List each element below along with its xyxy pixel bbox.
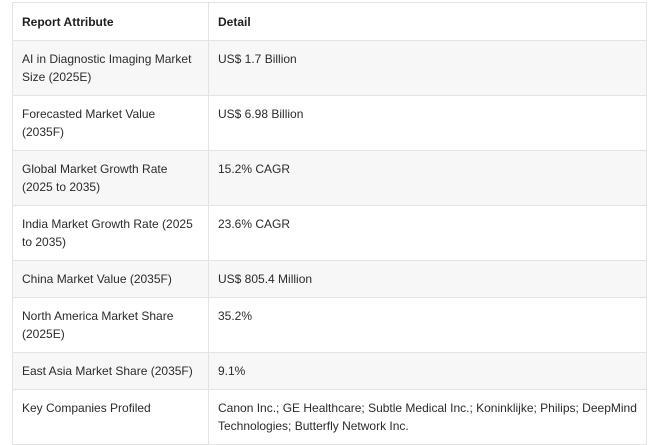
attribute-cell: North America Market Share (2025E)	[12, 297, 209, 353]
detail-cell: 9.1%	[208, 352, 647, 390]
report-attributes-table: Report Attribute Detail AI in Diagnostic…	[12, 2, 647, 445]
detail-cell: 35.2%	[208, 297, 647, 353]
attribute-cell: India Market Growth Rate (2025 to 2035)	[12, 205, 209, 261]
detail-cell: Canon Inc.; GE Healthcare; Subtle Medica…	[208, 389, 647, 445]
table-row: Global Market Growth Rate (2025 to 2035)…	[12, 150, 647, 206]
detail-cell: US$ 6.98 Billion	[208, 95, 647, 151]
table-header-row: Report Attribute Detail	[12, 2, 647, 41]
detail-cell: 23.6% CAGR	[208, 205, 647, 261]
table-row: Key Companies Profiled Canon Inc.; GE He…	[12, 389, 647, 445]
table-row: Forecasted Market Value (2035F) US$ 6.98…	[12, 95, 647, 151]
detail-cell: US$ 805.4 Million	[208, 260, 647, 298]
attribute-cell: China Market Value (2035F)	[12, 260, 209, 298]
table-row: India Market Growth Rate (2025 to 2035) …	[12, 205, 647, 261]
table-row: East Asia Market Share (2035F) 9.1%	[12, 352, 647, 390]
attribute-cell: Forecasted Market Value (2035F)	[12, 95, 209, 151]
column-header-detail: Detail	[208, 2, 647, 41]
detail-cell: US$ 1.7 Billion	[208, 40, 647, 96]
table-row: North America Market Share (2025E) 35.2%	[12, 297, 647, 353]
table-row: AI in Diagnostic Imaging Market Size (20…	[12, 40, 647, 96]
attribute-cell: AI in Diagnostic Imaging Market Size (20…	[12, 40, 209, 96]
attribute-cell: East Asia Market Share (2035F)	[12, 352, 209, 390]
attribute-cell: Global Market Growth Rate (2025 to 2035)	[12, 150, 209, 206]
detail-cell: 15.2% CAGR	[208, 150, 647, 206]
attribute-cell: Key Companies Profiled	[12, 389, 209, 445]
report-attributes-table-container: Report Attribute Detail AI in Diagnostic…	[12, 2, 647, 445]
table-row: China Market Value (2035F) US$ 805.4 Mil…	[12, 260, 647, 298]
column-header-report-attribute: Report Attribute	[12, 2, 209, 41]
